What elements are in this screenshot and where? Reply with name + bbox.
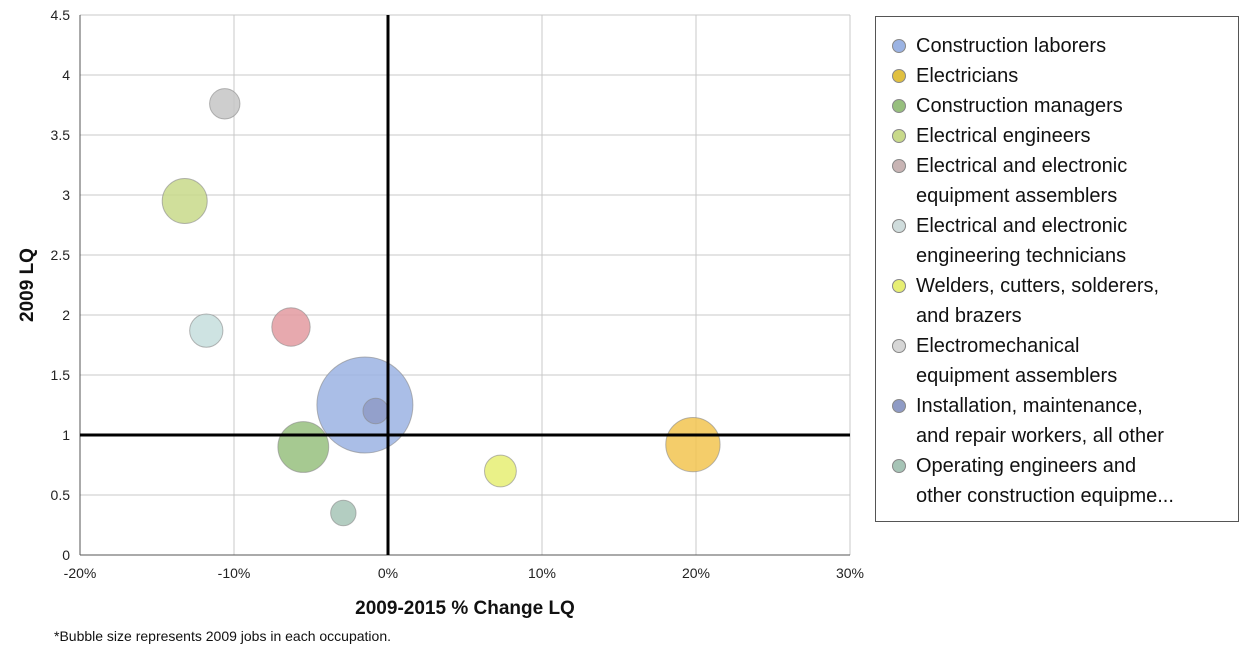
legend-item[interactable]: Construction laborers	[892, 31, 1232, 61]
legend-item[interactable]: Electrical and electronic equipment assem…	[892, 151, 1232, 211]
legend: Construction laborers Electricians Constru…	[875, 16, 1239, 522]
legend-swatch-icon	[892, 279, 906, 293]
x-tick-label: -20%	[64, 565, 97, 581]
x-tick-label: 0%	[378, 565, 398, 581]
bubble-welders-cutters-solderers-and-brazers	[484, 454, 517, 488]
y-tick-label: 2	[62, 307, 70, 323]
y-tick-label: 0.5	[51, 487, 71, 503]
legend-label-line: Installation, maintenance,	[916, 395, 1143, 417]
y-tick-label: 0	[62, 547, 70, 563]
legend-label: Construction laborers	[916, 31, 1106, 61]
y-tick-label: 1.5	[51, 367, 71, 383]
bubble-installation-maintenance-and-repair-workers-all-other	[362, 397, 389, 425]
legend-item[interactable]: Electromechanical equipment assemblers	[892, 331, 1232, 391]
legend-label: Welders, cutters, solderers, and brazers	[916, 271, 1159, 331]
legend-label-line: Operating engineers and	[916, 455, 1137, 477]
reference-lines	[80, 15, 850, 555]
legend-item[interactable]: Electrical engineers	[892, 121, 1232, 151]
legend-label: Electromechanical equipment assemblers	[916, 331, 1117, 391]
legend-label: Electricians	[916, 61, 1018, 91]
legend-swatch-icon	[892, 39, 906, 53]
x-tick-label: 30%	[836, 565, 864, 581]
y-tick-label: 2.5	[51, 247, 71, 263]
bubbles	[161, 88, 721, 527]
bubble-chart: -20% -10% 0% 10% 20% 30% 0 0.5 1 1.5 2 2.5 3 3.5 4 4.5…	[17, 7, 864, 619]
legend-swatch-icon	[892, 69, 906, 83]
bubble-electrical-and-electronic-engineering-technicians	[189, 313, 224, 348]
legend-label-line: Construction managers	[916, 95, 1123, 117]
footnote: *Bubble size represents 2009 jobs in eac…	[54, 628, 391, 644]
legend-item[interactable]: Welders, cutters, solderers, and brazers	[892, 271, 1232, 331]
bubble-operating-engineers-and-other-construction-equipme	[330, 499, 357, 527]
legend-label-line: Construction laborers	[916, 35, 1107, 57]
legend-label-line: and repair workers, all other	[916, 425, 1164, 447]
y-tick-label: 4.5	[51, 7, 71, 23]
y-tick-labels: 0 0.5 1 1.5 2 2.5 3 3.5 4 4.5	[51, 7, 71, 563]
legend-label-line: Electrical and electronic	[916, 155, 1128, 177]
x-tick-label: 20%	[682, 565, 710, 581]
legend-label-line: engineering technicians	[916, 245, 1127, 267]
legend-item[interactable]: Installation, maintenance, and repair wor…	[892, 391, 1232, 451]
legend-swatch-icon	[892, 129, 906, 143]
grid-lines	[79, 14, 851, 556]
legend-label-line: Electrical and electronic	[916, 215, 1128, 237]
legend-label: Operating engineers and other constructio…	[916, 451, 1174, 511]
legend-label-line: Electrical engineers	[916, 125, 1091, 147]
bubble-electromechanical-equipment-assemblers	[209, 88, 241, 120]
legend-swatch-icon	[892, 459, 906, 473]
y-tick-label: 3	[62, 187, 70, 203]
legend-label-line: Electricians	[916, 65, 1019, 87]
x-tick-labels: -20% -10% 0% 10% 20% 30%	[64, 565, 864, 581]
legend-swatch-icon	[892, 99, 906, 113]
legend-swatch-icon	[892, 339, 906, 353]
legend-label-line: other construction equipme...	[916, 485, 1174, 507]
bubble-electrical-engineers	[161, 177, 208, 225]
legend-item[interactable]: Construction managers	[892, 91, 1232, 121]
legend-item[interactable]: Operating engineers and other constructio…	[892, 451, 1232, 511]
y-axis-title: 2009 LQ	[17, 248, 38, 322]
legend-swatch-icon	[892, 399, 906, 413]
legend-label: Electrical and electronic engineering tec…	[916, 211, 1127, 271]
y-tick-label: 4	[62, 67, 70, 83]
legend-label-line: Electromechanical	[916, 335, 1080, 357]
bubble-construction-managers	[277, 421, 330, 473]
legend-label-line: equipment assemblers	[916, 185, 1118, 207]
legend-swatch-icon	[892, 219, 906, 233]
legend-item[interactable]: Electrical and electronic engineering tec…	[892, 211, 1232, 271]
x-tick-label: -10%	[218, 565, 251, 581]
legend-label: Electrical engineers	[916, 121, 1091, 151]
y-tick-label: 3.5	[51, 127, 71, 143]
legend-swatch-icon	[892, 159, 906, 173]
legend-label-line: Welders, cutters, solderers,	[916, 275, 1160, 297]
bubble-electricians	[665, 416, 721, 473]
axes	[79, 15, 850, 556]
bubble-electrical-and-electronic-equipment-assemblers	[271, 307, 311, 347]
legend-label-line: equipment assemblers	[916, 365, 1118, 387]
legend-item[interactable]: Electricians	[892, 61, 1232, 91]
x-tick-label: 10%	[528, 565, 556, 581]
legend-label: Electrical and electronic equipment assem…	[916, 151, 1127, 211]
legend-label: Construction managers	[916, 91, 1123, 121]
legend-label: Installation, maintenance, and repair wor…	[916, 391, 1164, 451]
x-axis-title: 2009-2015 % Change LQ	[355, 598, 575, 619]
legend-label-line: and brazers	[916, 305, 1022, 327]
y-tick-label: 1	[62, 427, 70, 443]
